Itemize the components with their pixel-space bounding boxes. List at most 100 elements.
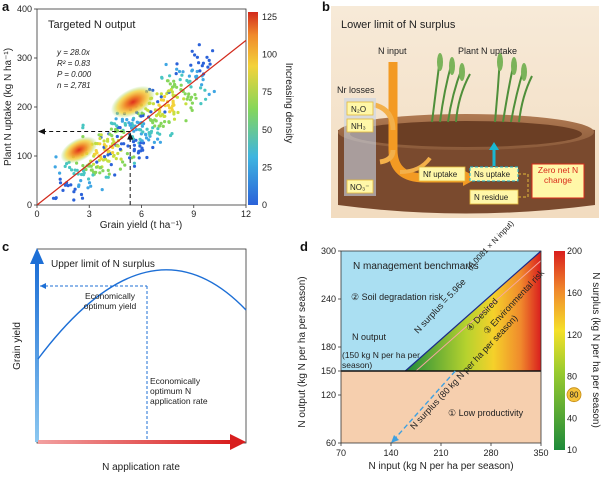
scatter-point [108, 132, 112, 136]
panel-c-label: c [2, 239, 9, 254]
scatter-point [141, 130, 145, 134]
benchmark-zones [340, 250, 542, 444]
scatter-point [207, 92, 211, 96]
scatter-point [186, 95, 190, 99]
scatter-point [164, 62, 168, 67]
y-tick-label: 150 [321, 366, 336, 376]
y-tick-label: 200 [17, 102, 32, 112]
scatter-point [104, 144, 108, 148]
reference-arrow-up [127, 132, 134, 140]
scatter-point [159, 92, 163, 96]
scatter-point [184, 102, 188, 106]
y-tick-label: 300 [17, 53, 32, 63]
colorbar-tick-label: 160 [567, 288, 582, 298]
scatter-point [54, 155, 58, 159]
scatter-point [86, 186, 90, 190]
scatter-point [132, 129, 136, 133]
scatter-point [58, 177, 62, 181]
scatter-point [81, 164, 85, 168]
scatter-point [132, 164, 137, 168]
scatter-point [160, 76, 164, 80]
scatter-point [172, 79, 176, 83]
colorbar-tick-label: 200 [567, 246, 582, 256]
x-tick-label: 9 [191, 209, 196, 219]
scatter-point [197, 43, 201, 47]
scatter-point [106, 159, 110, 163]
colorbar-tick-label: 0 [262, 200, 267, 210]
scatter-point [72, 198, 76, 202]
scatter-point [168, 74, 172, 78]
scatter-point [94, 165, 99, 169]
scatter-point [200, 83, 204, 87]
scatter-point [100, 188, 104, 192]
scatter-point [132, 149, 136, 153]
scatter-point [182, 97, 186, 101]
x-tick-label: 12 [241, 209, 251, 219]
scatter-point [119, 142, 124, 146]
scatter-point [99, 157, 103, 161]
n2o-label: N₂O [351, 105, 366, 114]
panel-d-axes: 70 140 210 280 350 60 120 150 180 240 300 [321, 246, 549, 458]
colorbar-marker-label: 80 [570, 391, 579, 400]
panel-a-axes: 0 3 6 9 12 0 100 200 300 400 [17, 4, 251, 219]
scatter-point [141, 148, 145, 152]
zero-change-fo: Zero net N change [538, 165, 578, 185]
residue-loop [518, 173, 529, 198]
scatter-point [54, 196, 58, 200]
scatter-point [140, 139, 144, 143]
density-colorbar [248, 12, 258, 205]
scatter-point [145, 127, 149, 131]
opt-yield-arrowhead [40, 283, 46, 289]
scatter-point [163, 120, 167, 124]
scatter-point [118, 147, 122, 151]
scatter-point [58, 171, 62, 175]
scatter-point [81, 126, 85, 130]
x-tick-label: 210 [433, 448, 448, 458]
nr-loss-arrow [374, 102, 396, 131]
scatter-point [111, 151, 115, 155]
scatter-point [106, 153, 110, 157]
scatter-point [199, 102, 203, 106]
scatter-point [159, 121, 163, 125]
scatter-point [95, 151, 99, 155]
panel-c-frame [36, 248, 247, 444]
ns-uptake-label: Ns uptake [474, 170, 511, 179]
scatter-point [189, 95, 194, 99]
scatter-point [171, 99, 175, 103]
n-residue-label: N residue [474, 193, 509, 202]
scatter-point [190, 101, 194, 105]
scatter-point [95, 160, 99, 164]
nf-uptake-label: Nf uptake [423, 170, 458, 179]
scatter-point [208, 62, 212, 66]
no3-loss-arrow [379, 149, 396, 165]
yield-response-curve [37, 269, 247, 360]
scatter-point [141, 114, 145, 118]
scatter-point [112, 140, 116, 144]
x-tick-label: 280 [483, 448, 498, 458]
scatter-point [151, 102, 155, 106]
scatter-point [140, 111, 144, 115]
scatter-point [201, 61, 205, 65]
scatter-point [177, 69, 182, 74]
nf-uptake-box [418, 166, 466, 182]
scatter-point [197, 61, 201, 65]
scatter-point [204, 97, 208, 101]
n-output-value: (150 kg N per ha per season) [342, 350, 420, 370]
scatter-point [174, 72, 178, 76]
scatter-point [118, 167, 122, 171]
scatter-point [168, 82, 172, 86]
nh3-label: NH₃ [351, 122, 366, 131]
opt-yield-label: Economically optimum yield [83, 291, 137, 311]
scatter-point [158, 140, 162, 144]
colorbar-tick-label: 120 [567, 330, 582, 340]
panel-b: b Lower limit of N surplus N input Plant… [322, 0, 599, 218]
scatter-point [211, 49, 215, 53]
surplus-colorbar-ticks: 10 40 80 120 160 200 80 [566, 246, 582, 455]
x-tick-label: 3 [87, 209, 92, 219]
scatter-point [138, 144, 142, 148]
scatter-point [123, 121, 127, 126]
scatter-point [132, 161, 136, 165]
scatter-point [185, 97, 189, 101]
panel-b-title: Lower limit of N surplus [341, 19, 456, 31]
